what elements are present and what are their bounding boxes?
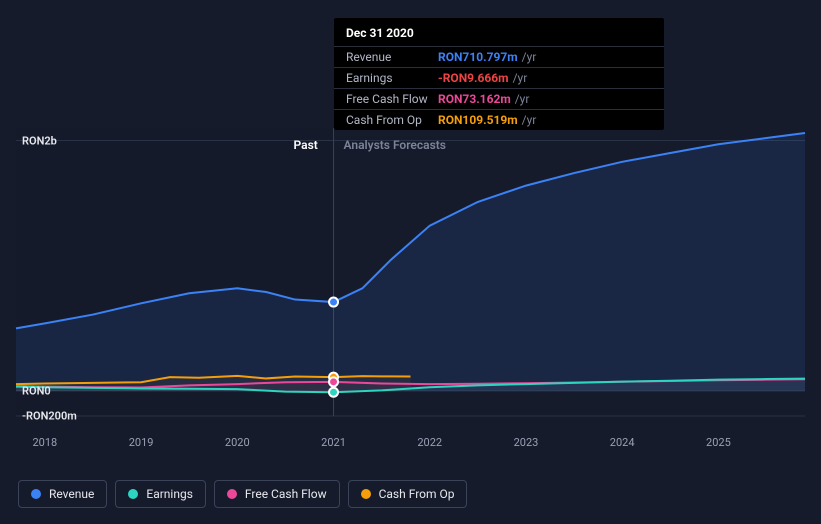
legend-label: Cash From Op: [379, 487, 455, 501]
tooltip-row: Earnings-RON9.666m/yr: [334, 67, 664, 88]
forecast-label: Analysts Forecasts: [344, 138, 446, 152]
tooltip-metric-label: Earnings: [346, 71, 438, 85]
tooltip-metric-value: -RON9.666m: [438, 71, 509, 85]
y-axis-label: RON0: [22, 384, 51, 397]
legend-swatch: [31, 489, 41, 499]
x-axis-tick: 2021: [321, 436, 346, 449]
legend-swatch: [361, 489, 371, 499]
legend-swatch: [128, 489, 138, 499]
hover-tooltip: Dec 31 2020 RevenueRON710.797m/yrEarning…: [334, 18, 664, 130]
x-axis-tick: 2022: [417, 436, 442, 449]
tooltip-metric-unit: /yr: [515, 92, 530, 106]
legend-item-free-cash-flow[interactable]: Free Cash Flow: [214, 480, 340, 508]
chart-svg: [16, 128, 805, 416]
tooltip-metric-value: RON109.519m: [438, 113, 518, 127]
legend-label: Earnings: [146, 487, 193, 501]
tooltip-date: Dec 31 2020: [334, 18, 664, 46]
tooltip-metric-value: RON710.797m: [438, 50, 518, 64]
tooltip-metric-label: Revenue: [346, 50, 438, 64]
legend-item-earnings[interactable]: Earnings: [115, 480, 206, 508]
tooltip-metric-unit: /yr: [522, 113, 537, 127]
chart-plot-area[interactable]: -RON200mRON0RON2b20182019202020212022202…: [16, 128, 805, 416]
y-axis-label: -RON200m: [22, 410, 77, 423]
x-axis-tick: 2025: [706, 436, 731, 449]
past-label: Past: [294, 138, 318, 152]
y-axis-label: RON2b: [22, 134, 57, 147]
tooltip-row: Cash From OpRON109.519m/yr: [334, 109, 664, 130]
tooltip-metric-value: RON73.162m: [438, 92, 511, 106]
x-axis-tick: 2019: [129, 436, 154, 449]
legend-label: Revenue: [49, 487, 94, 501]
chart-legend: Revenue Earnings Free Cash Flow Cash From O…: [18, 480, 467, 508]
tooltip-row: Free Cash FlowRON73.162m/yr: [334, 88, 664, 109]
tooltip-metric-label: Cash From Op: [346, 113, 438, 127]
legend-swatch: [227, 489, 237, 499]
legend-label: Free Cash Flow: [245, 487, 327, 501]
x-axis-tick: 2018: [32, 436, 57, 449]
legend-item-cash-from-op[interactable]: Cash From Op: [348, 480, 468, 508]
tooltip-metric-unit: /yr: [513, 71, 528, 85]
tooltip-metric-label: Free Cash Flow: [346, 92, 438, 106]
tooltip-row: RevenueRON710.797m/yr: [334, 46, 664, 67]
x-axis-tick: 2023: [514, 436, 539, 449]
x-axis-tick: 2020: [225, 436, 250, 449]
x-axis-tick: 2024: [610, 436, 635, 449]
legend-item-revenue[interactable]: Revenue: [18, 480, 107, 508]
tooltip-metric-unit: /yr: [522, 50, 537, 64]
